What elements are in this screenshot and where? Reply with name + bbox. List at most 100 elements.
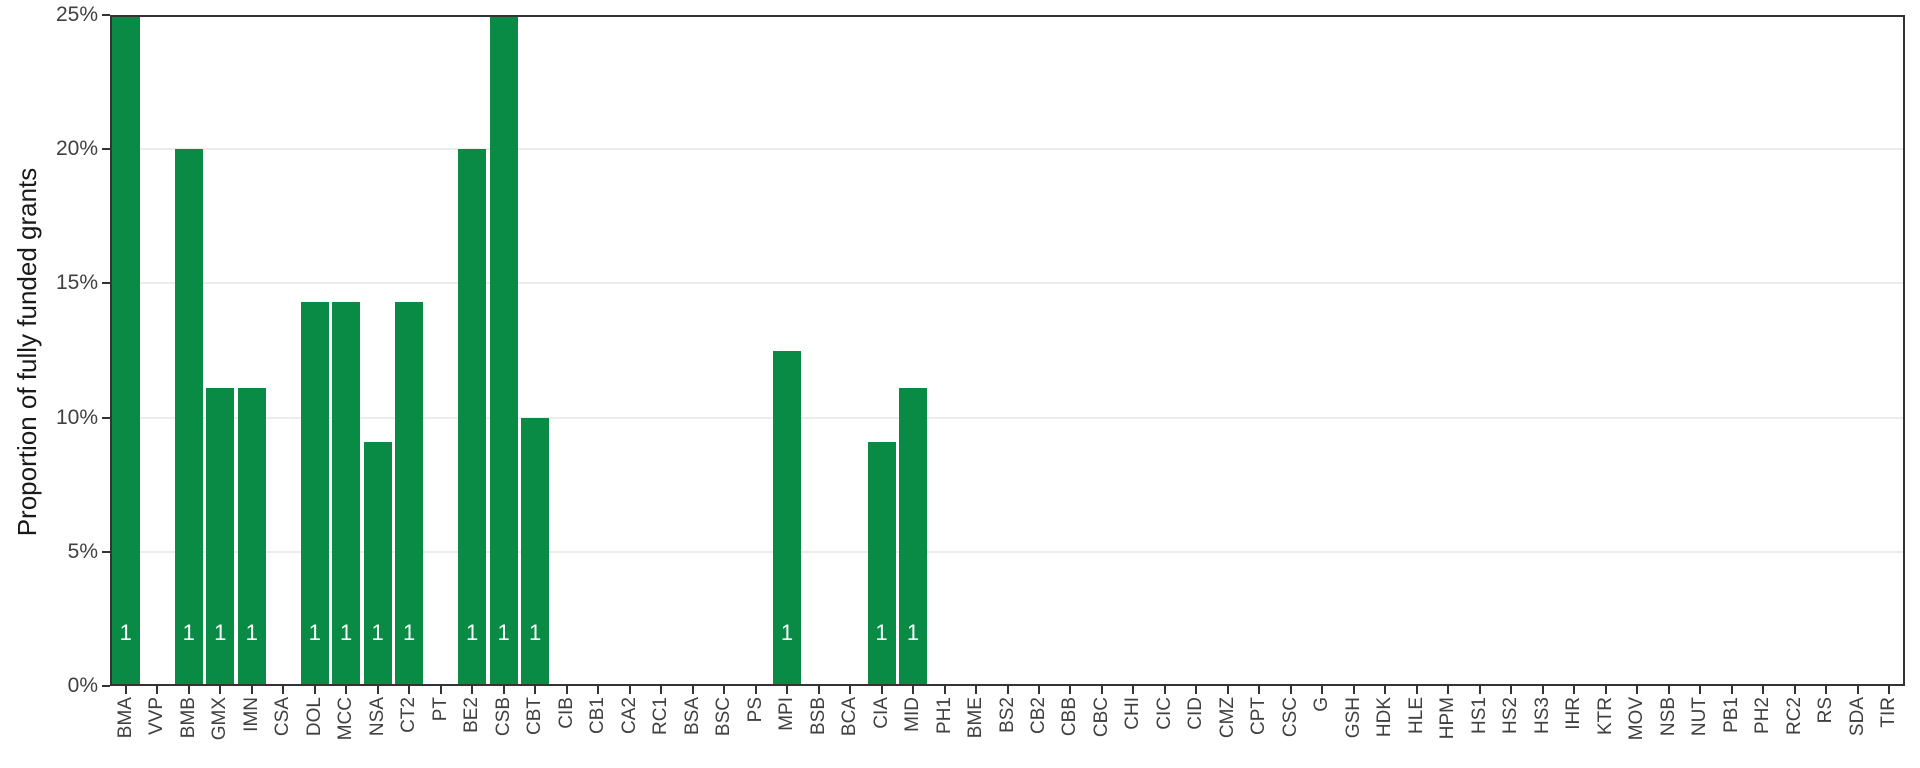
x-axis-tick xyxy=(1100,686,1103,694)
x-tick-label: CB1 xyxy=(587,697,609,734)
x-axis-tick xyxy=(1604,686,1607,694)
x-tick-label: NSB xyxy=(1657,697,1679,737)
x-axis-tick xyxy=(1163,686,1166,694)
x-axis-tick xyxy=(628,686,631,694)
x-tick-label: CIC xyxy=(1153,697,1175,730)
x-tick-label: SDA xyxy=(1846,697,1868,737)
y-axis-title: Proportion of fully funded grants xyxy=(12,167,42,537)
x-axis-tick xyxy=(534,686,537,694)
bar xyxy=(111,15,140,686)
x-axis-tick xyxy=(345,686,348,694)
x-axis-tick xyxy=(1037,686,1040,694)
y-axis-tick xyxy=(102,550,110,553)
y-axis-tick xyxy=(102,148,110,151)
bar-value-label: 1 xyxy=(403,620,416,645)
x-tick-label: CID xyxy=(1185,697,1207,730)
x-tick-label: CT2 xyxy=(398,697,420,733)
bar xyxy=(899,388,928,686)
bar-value-label: 1 xyxy=(497,620,510,645)
x-axis-tick xyxy=(849,686,852,694)
x-axis-tick xyxy=(1195,686,1198,694)
gridline xyxy=(110,550,1905,553)
x-tick-label: CSA xyxy=(272,697,294,737)
x-axis-tick xyxy=(1069,686,1072,694)
x-axis-tick xyxy=(660,686,663,694)
x-tick-label: CBC xyxy=(1090,697,1112,738)
x-tick-label: CBB xyxy=(1059,697,1081,737)
x-axis-tick xyxy=(1384,686,1387,694)
x-tick-label: MPI xyxy=(776,697,798,731)
x-axis-tick xyxy=(250,686,253,694)
bar xyxy=(300,302,329,686)
bar xyxy=(773,350,802,686)
x-tick-label: CIB xyxy=(555,697,577,729)
bar xyxy=(206,388,235,686)
bar-value-label: 1 xyxy=(466,620,479,645)
x-axis-tick xyxy=(1888,686,1891,694)
x-axis-tick xyxy=(1825,686,1828,694)
x-tick-label: KTR xyxy=(1594,697,1616,735)
x-tick-label: MOV xyxy=(1626,697,1648,741)
x-axis-tick xyxy=(1793,686,1796,694)
x-axis-tick xyxy=(1541,686,1544,694)
x-axis-tick xyxy=(156,686,159,694)
bar-value-label: 1 xyxy=(245,620,258,645)
x-axis-tick xyxy=(912,686,915,694)
x-tick-label: CBT xyxy=(524,697,546,735)
x-tick-label: PB1 xyxy=(1720,697,1742,733)
bar-value-label: 1 xyxy=(308,620,321,645)
x-tick-label: BMB xyxy=(177,697,199,739)
x-tick-label: BSA xyxy=(681,697,703,736)
bar xyxy=(867,441,896,686)
bar xyxy=(395,302,424,686)
x-tick-label: HLE xyxy=(1405,697,1427,734)
y-tick-label: 10% xyxy=(55,405,98,429)
x-axis-tick xyxy=(1667,686,1670,694)
x-tick-label: BSB xyxy=(807,697,829,736)
x-axis-tick xyxy=(723,686,726,694)
x-axis-tick xyxy=(1856,686,1859,694)
x-tick-label: PH2 xyxy=(1752,697,1774,734)
x-tick-label: HS2 xyxy=(1500,697,1522,734)
x-tick-label: RC1 xyxy=(650,697,672,736)
x-axis-tick xyxy=(439,686,442,694)
x-axis-tick xyxy=(1510,686,1513,694)
x-tick-label: BE2 xyxy=(461,697,483,733)
x-axis-tick xyxy=(1730,686,1733,694)
x-axis-tick xyxy=(597,686,600,694)
y-axis-tick xyxy=(102,685,110,687)
x-tick-label: CB2 xyxy=(1027,697,1049,734)
x-axis-tick xyxy=(187,686,190,694)
x-axis-tick xyxy=(691,686,694,694)
x-tick-label: TIR xyxy=(1878,697,1900,728)
y-tick-label: 15% xyxy=(55,271,98,295)
x-tick-label: DOL xyxy=(303,697,325,737)
x-tick-label: VVP xyxy=(146,697,168,736)
x-axis-tick xyxy=(975,686,977,694)
x-axis-tick xyxy=(786,686,789,694)
x-axis-tick xyxy=(1258,686,1261,694)
x-axis-tick xyxy=(1636,686,1639,694)
x-axis-tick xyxy=(1289,686,1292,694)
y-tick-label: 25% xyxy=(55,3,98,26)
x-tick-label: CIA xyxy=(870,697,892,729)
x-tick-label: PS xyxy=(744,697,766,723)
bar-value-label: 1 xyxy=(182,620,195,645)
x-tick-label: BS2 xyxy=(996,697,1018,733)
gridline xyxy=(110,416,1905,419)
x-axis-tick xyxy=(1478,686,1481,694)
x-tick-label: CMZ xyxy=(1216,697,1238,739)
bar-value-label: 1 xyxy=(371,620,384,645)
y-tick-label: 0% xyxy=(67,674,98,697)
x-axis-tick xyxy=(1447,686,1450,694)
x-tick-label: HS3 xyxy=(1531,697,1553,734)
x-tick-label: HDK xyxy=(1374,697,1396,738)
y-tick-label: 20% xyxy=(55,137,98,161)
x-tick-label: CPT xyxy=(1248,697,1270,735)
x-axis-tick xyxy=(471,686,474,694)
x-tick-label: G xyxy=(1311,697,1333,712)
bar-value-label: 1 xyxy=(780,620,794,645)
x-axis-tick xyxy=(282,686,285,694)
x-tick-label: BSC xyxy=(713,697,735,737)
